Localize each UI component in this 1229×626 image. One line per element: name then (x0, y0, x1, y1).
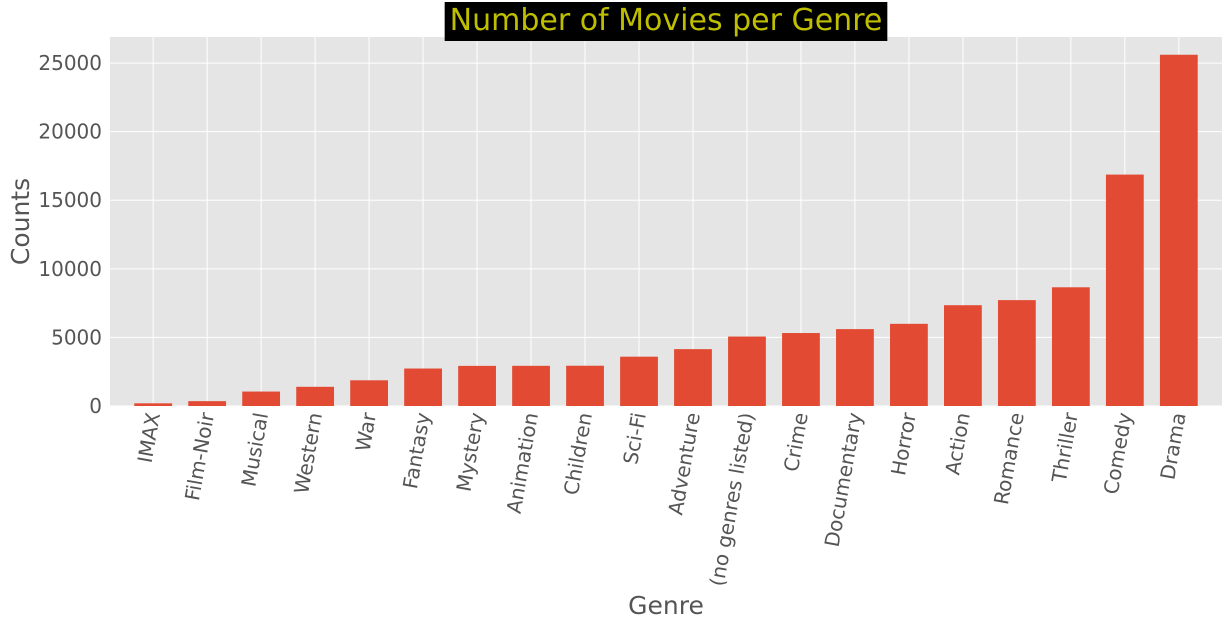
bar (944, 305, 982, 406)
bar (1105, 174, 1144, 406)
bar (134, 403, 173, 406)
x-tick-label: Adventure (663, 411, 705, 517)
x-tick-label: Children (559, 411, 597, 497)
x-tick-label: Drama (1155, 411, 1190, 482)
bar (1051, 287, 1090, 406)
bar (296, 386, 335, 406)
y-tick-label: 5000 (51, 325, 102, 349)
x-tick-label: (no genres listed) (705, 411, 759, 588)
x-axis-label: Genre (628, 591, 704, 620)
bar (512, 365, 550, 406)
x-tick-label: Comedy (1099, 411, 1137, 497)
bar (997, 300, 1036, 406)
x-axis-ticks: IMAX Film-Noir Musical Western War Fantasy Mys… (133, 410, 1191, 588)
bars-group (134, 54, 1198, 407)
y-axis-ticks: 0 5000 10000 15000 20000 25000 (38, 51, 102, 418)
bar (728, 336, 766, 406)
x-tick-label: War (351, 410, 382, 453)
x-tick-label: Film-Noir (180, 410, 219, 502)
bar (674, 349, 712, 406)
plot-area (110, 37, 1222, 406)
x-tick-label: Thriller (1047, 410, 1083, 485)
bar (836, 329, 874, 406)
bar (620, 356, 658, 406)
x-tick-label: Mystery (452, 411, 490, 494)
y-tick-label: 25000 (38, 51, 102, 75)
bar (782, 333, 820, 406)
x-tick-label: Horror (886, 410, 921, 477)
bar (1159, 54, 1198, 407)
bar (566, 365, 604, 406)
x-tick-label: Animation (502, 411, 543, 516)
x-tick-label: Crime (779, 411, 813, 474)
y-tick-label: 15000 (38, 188, 102, 212)
x-tick-label: IMAX (133, 410, 165, 464)
y-tick-label: 0 (89, 394, 102, 418)
x-tick-label: Sci-Fi (618, 411, 651, 466)
bar (890, 323, 928, 406)
x-tick-label: Action (940, 411, 975, 477)
bar (350, 380, 388, 406)
x-tick-label: Documentary (820, 411, 867, 549)
x-tick-label: Musical (236, 411, 273, 489)
x-tick-label: Romance (989, 411, 1029, 507)
bar (242, 391, 281, 406)
chart-title: Number of Movies per Genre (450, 3, 883, 38)
y-tick-label: 20000 (38, 120, 102, 144)
y-tick-label: 10000 (38, 257, 102, 281)
bar (188, 401, 227, 406)
bar (458, 365, 496, 406)
x-tick-label: Western (289, 411, 327, 496)
y-axis-label: Counts (6, 178, 35, 265)
bar (404, 368, 442, 406)
x-tick-label: Fantasy (398, 411, 435, 491)
chart-title-background (444, 2, 888, 41)
